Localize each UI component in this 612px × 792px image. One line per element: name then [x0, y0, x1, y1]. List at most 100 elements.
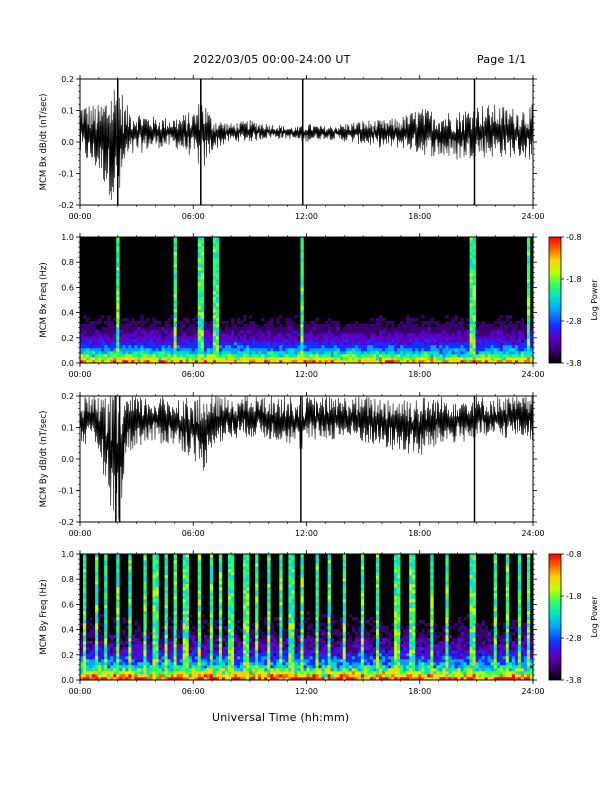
spectrogram-cell: [86, 351, 90, 355]
spectrogram-cell: [297, 333, 301, 337]
spectrogram-cell: [321, 333, 325, 337]
spectrogram-cell: [333, 360, 337, 364]
spectrogram-cell: [152, 360, 156, 364]
spectrogram-cell: [164, 659, 168, 663]
spectrogram-cell: [209, 569, 214, 573]
spectrogram-cell: [182, 357, 186, 361]
spectrogram-cell: [101, 354, 105, 358]
spectrogram-cell: [526, 261, 531, 265]
spectrogram-cell: [291, 354, 295, 358]
spectrogram-cell: [378, 357, 383, 361]
spectrogram-cell: [215, 243, 220, 247]
spectrogram-cell: [152, 632, 156, 636]
spectrogram-cell: [152, 644, 156, 648]
spectrogram-cell: [240, 348, 244, 352]
spectrogram-cell: [209, 342, 214, 346]
spectrogram-cell: [255, 602, 259, 606]
spectrogram-cell: [197, 566, 202, 570]
spectrogram-cell: [218, 596, 223, 600]
spectrogram-cell: [200, 360, 205, 364]
spectrogram-cell: [511, 345, 516, 349]
spectrogram-cell: [125, 674, 129, 678]
spectrogram-cell: [158, 653, 162, 657]
spectrogram-cell: [333, 629, 337, 633]
spectrogram-cell: [218, 656, 223, 660]
spectrogram-cell: [113, 635, 117, 639]
spectrogram-cell: [243, 318, 247, 322]
spectrogram-cell: [463, 348, 467, 352]
spectrogram-cell: [315, 569, 319, 573]
spectrogram-cell: [104, 560, 108, 564]
spectrogram-cell: [514, 336, 519, 340]
spectrogram-cell: [107, 677, 111, 681]
spectrogram-cell: [215, 345, 220, 349]
spectrogram-cell: [484, 342, 488, 346]
spectrogram-cell: [194, 360, 199, 364]
spectrogram-cell: [318, 650, 322, 654]
spectrogram-cell: [267, 348, 271, 352]
spectrogram-cell: [92, 360, 96, 364]
spectrogram-cell: [149, 641, 153, 645]
spectrogram-cell: [224, 662, 229, 666]
spectrogram-cell: [212, 276, 217, 280]
spectrogram-cell: [388, 321, 392, 325]
spectrogram-cell: [523, 324, 528, 328]
spectrogram-cell: [252, 345, 256, 349]
spectrogram-cell: [327, 563, 331, 567]
spectrogram-cell: [508, 321, 513, 325]
spectrogram-cell: [514, 327, 519, 331]
spectrogram-cell: [412, 345, 416, 349]
spectrogram-cell: [212, 288, 217, 292]
spectrogram-cell: [279, 360, 283, 364]
spectrogram-cell: [327, 632, 331, 636]
spectrogram-cell: [92, 668, 96, 672]
spectrogram-cell: [348, 324, 353, 328]
spectrogram-cell: [240, 354, 244, 358]
spectrogram-cell: [466, 348, 470, 352]
spectrogram-cell: [113, 647, 117, 651]
spectrogram-cell: [306, 333, 310, 337]
spectrogram-cell: [300, 354, 304, 358]
spectrogram-cell: [152, 677, 156, 681]
spectrogram-cell: [116, 662, 120, 666]
spectrogram-cell: [95, 671, 99, 675]
spectrogram-cell: [300, 309, 304, 313]
spectrogram-cell: [267, 626, 271, 630]
spectrogram-cell: [342, 578, 347, 582]
spectrogram-cell: [227, 629, 232, 633]
spectrogram-cell: [502, 351, 507, 355]
spectrogram-cell: [297, 342, 301, 346]
spectrogram-cell: [185, 671, 190, 675]
spectrogram-cell: [89, 662, 93, 666]
spectrogram-cell: [460, 339, 464, 343]
spectrogram-cell: [128, 626, 132, 630]
spectrogram-cell: [273, 617, 277, 621]
spectrogram-cell: [463, 339, 467, 343]
spectrogram-cell: [306, 653, 310, 657]
spectrogram-cell: [215, 318, 220, 322]
spectrogram-cell: [472, 327, 476, 331]
spectrogram-cell: [300, 288, 304, 292]
spectrogram-cell: [221, 333, 226, 337]
spectrogram-cell: [517, 339, 522, 343]
spectrogram-cell: [209, 647, 214, 651]
spectrogram-cell: [469, 354, 473, 358]
spectrogram-cell: [191, 662, 196, 666]
spectrogram-cell: [400, 360, 404, 364]
spectrogram-cell: [227, 626, 232, 630]
spectrogram-cell: [197, 294, 202, 298]
spectrogram-cell: [357, 620, 362, 624]
spectrogram-cell: [415, 333, 419, 337]
spectrogram-cell: [472, 348, 476, 352]
spectrogram-cell: [221, 638, 226, 642]
spectrogram-cell: [330, 647, 334, 651]
spectrogram-cell: [342, 617, 347, 621]
spectrogram-cell: [306, 348, 310, 352]
spectrogram-cell: [116, 354, 120, 358]
spectrogram-cell: [218, 354, 223, 358]
spectrogram-cell: [122, 620, 126, 624]
spectrogram-cell: [231, 336, 235, 340]
spectrogram-cell: [252, 351, 256, 355]
spectrogram-cell: [185, 336, 190, 340]
spectrogram-cell: [375, 333, 380, 337]
